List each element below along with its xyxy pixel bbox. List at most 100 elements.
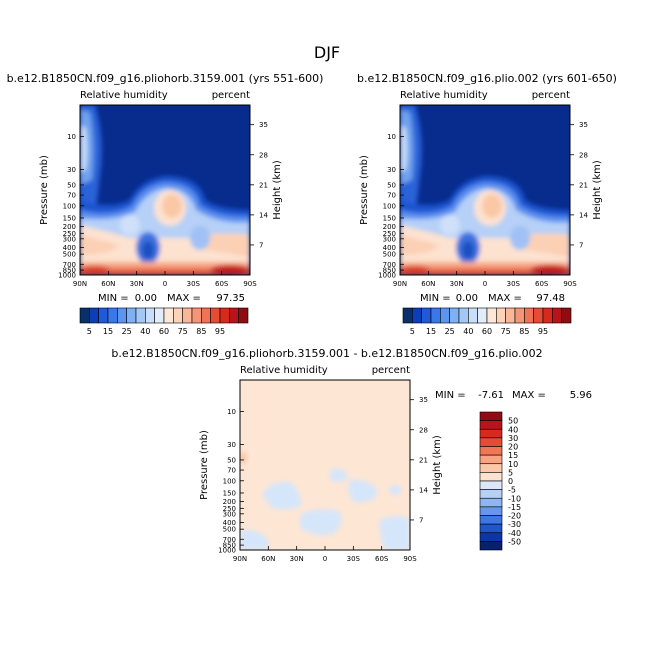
y-tick-label: 700 (223, 536, 236, 544)
colorbar-swatch (479, 454, 503, 465)
colorbar-swatch (154, 307, 165, 324)
y-tick-label: 10 (67, 133, 76, 141)
x-tick-label: 60S (375, 555, 389, 563)
panel-3-min-value: -7.61 (478, 390, 504, 401)
y-tick-label: 50 (387, 181, 396, 189)
panel-3-title: b.e12.B1850CN.f09_g16.pliohorb.3159.001 … (111, 347, 542, 360)
colorbar-swatch (505, 307, 516, 324)
colorbar-swatch (524, 307, 534, 324)
y-tick-label: 700 (63, 261, 76, 269)
panel-2-title: b.e12.B1850CN.f09_g16.plio.002 (yrs 601-… (357, 72, 617, 85)
colorbar-swatch (561, 307, 572, 324)
panel-3: b.e12.B1850CN.f09_g16.pliohorb.3159.001 … (111, 347, 592, 563)
y-tick-label: 850 (383, 267, 396, 275)
colorbar-label: 50 (508, 417, 518, 426)
colorbar-label: 85 (196, 327, 206, 336)
colorbar-swatch (479, 472, 503, 482)
panel-2-max-value: 97.48 (536, 293, 565, 304)
colorbar-label: 10 (508, 460, 518, 469)
y-tick-label: 1000 (378, 272, 396, 280)
colorbar-panel-2: 5 15 25 40 60 75 85 95 (402, 307, 572, 336)
y-tick-label: 400 (63, 244, 76, 252)
x-tick-label: 60N (261, 555, 275, 563)
colorbar-swatch (477, 307, 488, 324)
colorbar-label: 95 (215, 327, 225, 336)
colorbar-label: -20 (508, 512, 521, 521)
y2-tick-label: 21 (259, 181, 268, 189)
colorbar-swatch (117, 307, 127, 324)
y-tick-label: 500 (223, 526, 236, 534)
x-tick-label: 60N (421, 280, 435, 288)
colorbar-label: 20 (508, 443, 518, 452)
colorbar-label: 15 (426, 327, 436, 336)
colorbar-swatch (552, 307, 562, 324)
y-axis-label: Pressure (mb) (359, 155, 370, 225)
colorbar-swatch (229, 307, 239, 324)
colorbar-label: 25 (445, 327, 455, 336)
x-tick-label: 30N (450, 280, 464, 288)
y-tick-label: 300 (383, 235, 396, 243)
colorbar-label: 85 (519, 327, 529, 336)
panel-2-field (400, 105, 570, 275)
y-tick-label: 10 (387, 133, 396, 141)
colorbar-swatch (479, 437, 503, 447)
colorbar-swatch (107, 307, 118, 324)
colorbar-label: 95 (538, 327, 548, 336)
colorbar-swatch (479, 497, 503, 508)
colorbar-label: 30 (508, 434, 518, 443)
y-tick-label: 100 (383, 202, 396, 210)
y-tick-label: 250 (63, 230, 76, 238)
panel-1-max-label: MAX = (167, 293, 201, 304)
colorbar-swatch (479, 506, 503, 516)
colorbar-swatch (238, 307, 249, 324)
y2-tick-label: 35 (259, 121, 268, 129)
y2-axis-label: Height (km) (432, 435, 443, 495)
x-tick-label: 90S (563, 280, 577, 288)
colorbar-label: 40 (140, 327, 150, 336)
colorbar-swatch (533, 307, 544, 324)
x-tick-label: 30S (347, 555, 361, 563)
panel-2: b.e12.B1850CN.f09_g16.plio.002 (yrs 601-… (357, 72, 617, 304)
colorbar-swatch (89, 307, 99, 324)
y2-tick-label: 14 (419, 486, 428, 494)
panel-2-right-label: percent (532, 90, 570, 101)
panel-2-left-label: Relative humidity (400, 90, 488, 101)
x-tick-label: 60N (101, 280, 115, 288)
colorbar-label: -10 (508, 494, 521, 503)
colorbar-swatch (486, 307, 497, 324)
colorbar-label: 40 (508, 425, 518, 434)
panel-1-min-value: 0.00 (135, 293, 157, 304)
y2-tick-label: 7 (579, 241, 583, 249)
y-tick-label: 150 (223, 489, 236, 497)
panel-1-min-label: MIN = (98, 293, 129, 304)
y2-tick-label: 14 (579, 211, 588, 219)
y-tick-label: 500 (383, 251, 396, 259)
colorbar-swatch (182, 307, 193, 324)
colorbar-swatch (479, 541, 503, 551)
panel-3-right-label: percent (372, 365, 410, 376)
y-tick-label: 10 (227, 408, 236, 416)
panel-2-max-label: MAX = (488, 293, 522, 304)
y-tick-label: 1000 (58, 272, 76, 280)
y-tick-label: 30 (227, 441, 236, 449)
colorbar-panel-1: 5 15 25 40 60 75 85 95 (79, 307, 249, 336)
colorbar-swatch (479, 446, 503, 456)
panel-1-title: b.e12.B1850CN.f09_g16.pliohorb.3159.001 … (7, 72, 324, 85)
panel-3-max-label: MAX = (512, 390, 546, 401)
y-tick-label: 100 (63, 202, 76, 210)
x-tick-label: 30S (187, 280, 201, 288)
y-tick-label: 70 (67, 192, 76, 200)
colorbar-label: 60 (159, 327, 169, 336)
y-tick-label: 250 (223, 505, 236, 513)
y2-tick-label: 7 (419, 516, 423, 524)
y-tick-label: 850 (63, 267, 76, 275)
colorbar-label: 5 (410, 327, 415, 336)
panel-2-min-label: MIN = (420, 293, 451, 304)
y2-tick-label: 21 (419, 456, 428, 464)
x-tick-label: 90N (393, 280, 407, 288)
y-tick-label: 50 (67, 181, 76, 189)
colorbar-swatch (163, 307, 174, 324)
panel-3-min-label: MIN = (435, 390, 466, 401)
colorbar-label: 75 (501, 327, 511, 336)
